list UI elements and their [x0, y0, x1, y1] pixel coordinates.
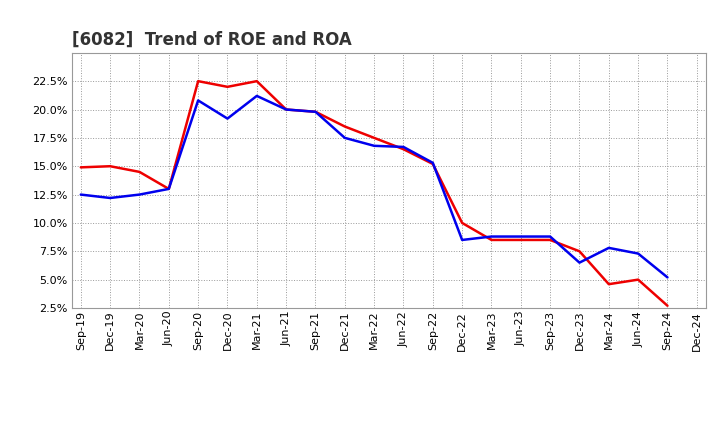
ROE [135, 169, 144, 175]
ROE [663, 303, 672, 308]
ROA [76, 192, 85, 197]
ROE [76, 165, 85, 170]
ROE [458, 220, 467, 226]
ROA [428, 160, 437, 165]
ROA [663, 275, 672, 280]
Line: ROA: ROA [81, 96, 667, 277]
ROA [370, 143, 379, 148]
ROA [516, 234, 525, 239]
ROA [399, 144, 408, 150]
ROA [575, 260, 584, 265]
ROA [487, 234, 496, 239]
ROE [164, 186, 173, 191]
ROA [135, 192, 144, 197]
ROE [311, 109, 320, 114]
ROE [605, 282, 613, 287]
ROE [516, 237, 525, 242]
ROE [223, 84, 232, 89]
ROE [546, 237, 554, 242]
ROA [546, 234, 554, 239]
ROE [575, 249, 584, 254]
ROA [605, 245, 613, 250]
ROE [282, 107, 290, 112]
ROE [106, 164, 114, 169]
ROA [282, 107, 290, 112]
ROE [487, 237, 496, 242]
ROE [428, 161, 437, 167]
ROA [164, 186, 173, 191]
ROE [194, 78, 202, 84]
ROE [341, 124, 349, 129]
ROE [399, 147, 408, 152]
ROE [253, 78, 261, 84]
ROA [253, 93, 261, 99]
ROA [194, 98, 202, 103]
ROA [458, 237, 467, 242]
ROA [223, 116, 232, 121]
ROA [634, 251, 642, 256]
Line: ROE: ROE [81, 81, 667, 306]
Text: [6082]  Trend of ROE and ROA: [6082] Trend of ROE and ROA [72, 31, 352, 49]
ROE [634, 277, 642, 282]
ROA [341, 135, 349, 140]
ROA [106, 195, 114, 201]
ROA [311, 109, 320, 114]
ROE [370, 135, 379, 140]
